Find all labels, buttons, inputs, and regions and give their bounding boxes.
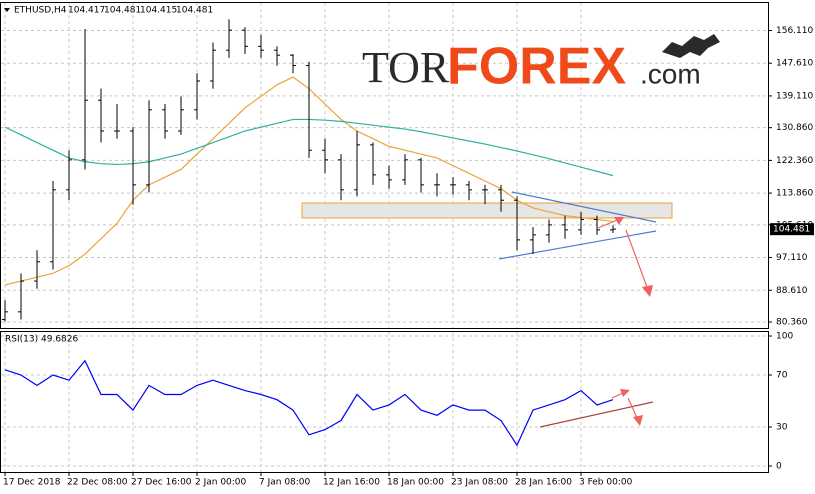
trend-line <box>539 401 654 428</box>
trend-line <box>498 230 657 260</box>
x-tick-label: 12 Jan 16:00 <box>323 478 380 488</box>
x-tick-label: 3 Feb 00:00 <box>579 478 633 488</box>
quote-high: 104.481 <box>104 6 141 16</box>
arrow-head <box>642 285 653 297</box>
arrow-head <box>620 389 630 397</box>
y-tick-label: 122.360 <box>776 156 813 166</box>
x-tick-label: 18 Jan 00:00 <box>387 478 444 488</box>
rsi-value: 49.6826 <box>41 335 78 345</box>
y-tick-label: 147.610 <box>776 59 813 69</box>
y-tick-label: 0 <box>776 462 782 472</box>
y-tick-label: 156.110 <box>776 26 813 36</box>
symbol: ETHUSD,H4 <box>14 6 67 16</box>
y-tick-label: 100 <box>776 332 793 342</box>
y-tick-label: 80.360 <box>776 317 808 327</box>
arrow-head <box>614 217 624 225</box>
resistance-zone <box>301 202 673 219</box>
data-layer: 104.481 <box>2 19 814 447</box>
y-tick-label: 88.610 <box>776 286 808 296</box>
x-tick-label: 22 Dec 08:00 <box>67 478 128 488</box>
quote-open: 104.417 <box>68 6 105 16</box>
y-tick-label: 70 <box>776 371 788 381</box>
x-tick-label: 7 Jan 08:00 <box>259 478 311 488</box>
quote-close: 104.481 <box>176 6 213 16</box>
y-tick-label: 130.860 <box>776 123 813 133</box>
x-tick-label: 17 Dec 2018 <box>3 478 61 488</box>
y-tick-label: 139.110 <box>776 91 813 101</box>
series-line <box>4 359 614 447</box>
arrow-line <box>625 229 649 291</box>
rsi-panel <box>0 331 769 473</box>
x-tick-label: 28 Jan 16:00 <box>515 478 572 488</box>
header-icon <box>4 8 10 12</box>
y-tick-label: 30 <box>776 423 788 433</box>
arrow-head <box>633 415 643 426</box>
x-tick-label: 27 Dec 16:00 <box>131 478 192 488</box>
y-tick-label: 97.110 <box>776 253 808 263</box>
x-tick-label: 2 Jan 00:00 <box>195 478 247 488</box>
logo-text: .com <box>640 58 701 89</box>
logo-text: FOREX <box>447 38 626 96</box>
trend-line <box>511 191 657 223</box>
quote-low: 104.415 <box>140 6 177 16</box>
price-label: 104.481 <box>773 225 810 235</box>
y-tick-label: 113.860 <box>776 189 813 199</box>
main-panel <box>0 2 769 329</box>
price-label-box <box>770 223 814 236</box>
rsi-title: RSI(13) <box>5 335 38 345</box>
logo-icon <box>662 34 720 58</box>
grid-layer: 156.110 147.610 139.110 130.860 122.360 113.8… <box>1 3 813 488</box>
logo-text: TOR <box>362 43 450 92</box>
x-tick-label: 23 Jan 08:00 <box>451 478 508 488</box>
